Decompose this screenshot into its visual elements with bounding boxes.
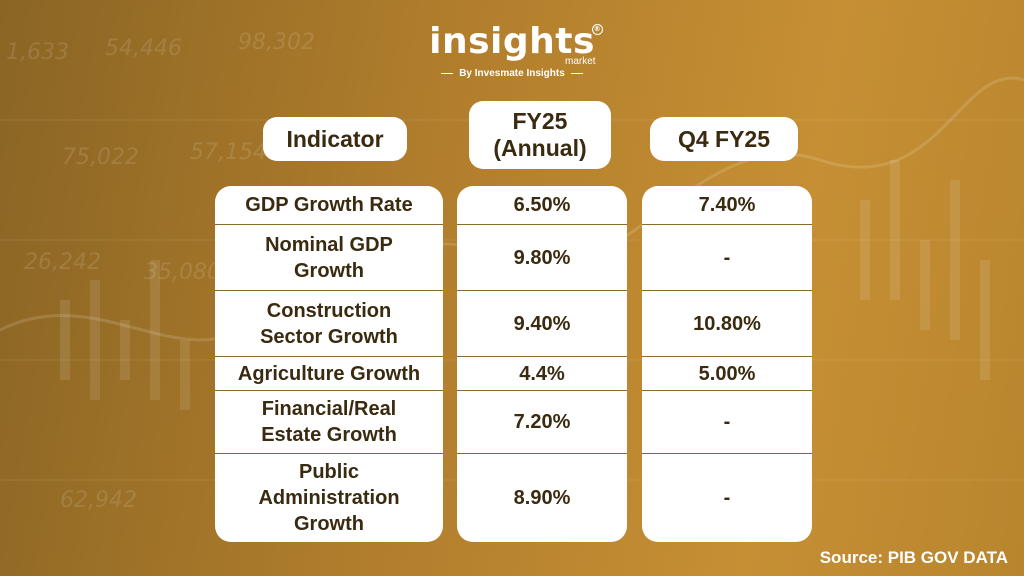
logo-byline: By Invesmate Insights [0,68,1024,79]
table-cell-q4: - [642,225,812,291]
background-number: 57,154 [190,140,267,165]
header-annual-label: (Annual) [493,135,587,161]
table-cell-fy25: 9.80% [457,225,627,291]
table-cell-q4: - [723,487,731,509]
table-cell-q4: 7.40% [642,186,812,225]
brand-logo: insights ® [0,22,1024,62]
table-cell-indicator: Nominal GDP Growth [215,225,443,291]
table-cell-q4: - [642,391,812,454]
table-cell-indicator: Public Administration Growth [258,461,400,535]
header-fy25-annual: FY25 (Annual) [469,101,611,169]
table-cell-indicator: Agriculture Growth [215,357,443,391]
registered-mark-icon: ® [591,24,603,35]
logo-text: insights [429,21,595,62]
fy25-column: 6.50% 9.80% 9.40% 4.4% 7.20% 8.90% [457,186,627,542]
table-cell-q4: 10.80% [642,291,812,357]
table-cell-indicator: Construction Sector Growth [215,291,443,357]
table-cell-fy25: 4.4% [457,357,627,391]
table-cell-indicator: GDP Growth Rate [215,186,443,225]
header-indicator: Indicator [263,117,407,161]
logo-subtitle: market [565,56,596,67]
table-cell-fy25: 9.40% [457,291,627,357]
logo-wordmark: insights ® [429,21,603,62]
source-note: Source: PIB GOV DATA [819,548,1008,567]
header-indicator-label: Indicator [286,125,384,152]
background-number: 26,242 [24,250,101,275]
byline-text: By Invesmate Insights [459,68,565,79]
table-cell-indicator: Financial/Real Estate Growth [215,391,443,454]
table-cell-fy25: 7.20% [457,391,627,454]
background-number: 62,942 [60,488,137,513]
header-q4-fy25: Q4 FY25 [650,117,798,161]
header-fy25-label: FY25 [512,108,568,134]
q4-fy25-column: 7.40% - 10.80% 5.00% - - [642,186,812,542]
background-number: 75,022 [62,145,139,170]
byline-dash-left [441,72,454,74]
indicator-column: GDP Growth Rate Nominal GDP Growth Const… [215,186,443,542]
header-q4-label: Q4 FY25 [677,125,771,152]
table-cell-fy25: 6.50% [457,186,627,225]
byline-dash-right [570,72,583,74]
background-number: 35,080 [144,260,221,285]
table-cell-fy25: 8.90% [513,487,571,509]
table-cell-q4: 5.00% [642,357,812,391]
